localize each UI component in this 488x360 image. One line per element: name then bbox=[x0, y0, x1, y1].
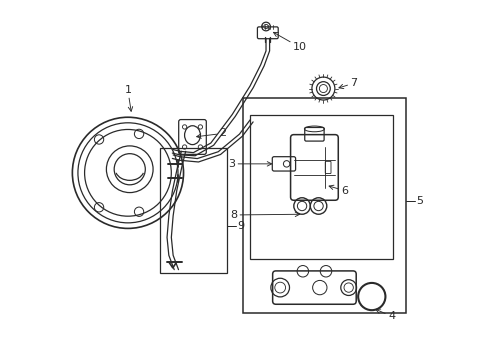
Text: 5: 5 bbox=[416, 196, 423, 206]
Text: 2: 2 bbox=[196, 129, 226, 138]
Text: 4: 4 bbox=[375, 309, 394, 321]
Text: 1: 1 bbox=[124, 85, 132, 111]
Text: 9: 9 bbox=[237, 221, 244, 230]
Bar bbox=[249, 116, 392, 259]
Text: 8: 8 bbox=[230, 210, 299, 220]
Text: 3: 3 bbox=[228, 159, 271, 169]
Text: 6: 6 bbox=[328, 185, 347, 196]
Bar bbox=[160, 148, 226, 273]
Bar bbox=[242, 98, 405, 313]
Text: 10: 10 bbox=[273, 32, 306, 52]
Text: 7: 7 bbox=[338, 78, 357, 89]
